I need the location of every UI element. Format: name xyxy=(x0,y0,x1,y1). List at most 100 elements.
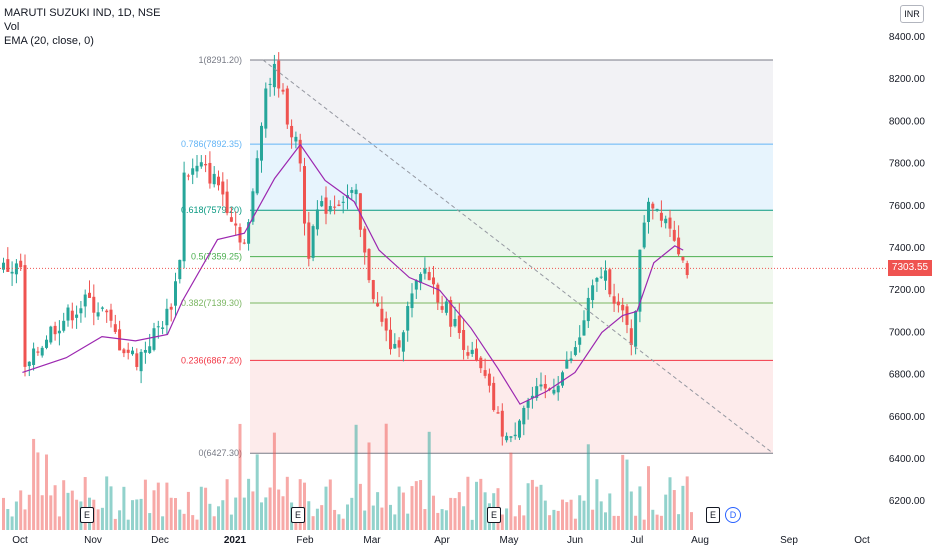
volume-bar xyxy=(453,498,457,530)
volume-bar xyxy=(457,492,461,530)
candle-body xyxy=(113,324,117,332)
candle-body xyxy=(247,222,251,244)
candle-body xyxy=(178,259,182,280)
volume-bar xyxy=(45,454,48,530)
volume-bar xyxy=(363,510,367,530)
volume-bar xyxy=(234,497,238,530)
y-tick-label: 6800.00 xyxy=(889,370,926,381)
ema-legend[interactable]: EMA (20, close, 0) xyxy=(4,35,94,47)
fibonacci-retracement[interactable]: 1(8291.20) 0.786(7892.35) 0.618(7579.20) 0.… xyxy=(181,55,773,458)
candle-body xyxy=(530,395,534,399)
candle-body xyxy=(573,347,577,355)
trend-line xyxy=(262,59,774,454)
volume-bar xyxy=(616,515,620,530)
symbol-title[interactable]: MARUTI SUZUKI IND, 1D, NSE xyxy=(4,7,161,19)
volume-bar xyxy=(513,516,517,530)
candle-body xyxy=(285,88,289,125)
volume-bar xyxy=(664,494,668,530)
candle-body xyxy=(518,420,521,438)
candle-body xyxy=(543,383,547,389)
volume-bar xyxy=(371,505,375,530)
candle-body xyxy=(634,311,638,347)
volume-bar xyxy=(612,515,616,530)
candle-body xyxy=(53,325,57,335)
volume-bar xyxy=(470,519,474,530)
candle-body xyxy=(303,166,306,224)
candle-body xyxy=(70,310,74,321)
candle-body xyxy=(492,382,496,411)
volume-bar xyxy=(565,502,569,530)
y-tick-label: 7400.00 xyxy=(889,243,926,254)
y-tick-label: 6200.00 xyxy=(889,496,926,507)
volume-bar xyxy=(440,509,444,530)
candle-body xyxy=(444,301,448,313)
candle-body xyxy=(647,201,650,222)
x-tick-label: Feb xyxy=(296,535,314,546)
volume-legend[interactable]: Vol xyxy=(4,21,20,33)
candle-body xyxy=(358,193,362,230)
candle-body xyxy=(135,353,139,367)
volume-bar xyxy=(105,476,109,530)
volume-bar xyxy=(401,492,405,530)
fib-level-label: 0.618(7579.20) xyxy=(181,205,242,215)
candle-body xyxy=(298,139,302,164)
candle-body xyxy=(92,296,96,313)
axes[interactable]: 6200.00 6400.00 6600.00 6800.00 7000.00 7200.… xyxy=(12,32,925,546)
volume-bar xyxy=(217,506,220,530)
dividend-icon[interactable]: D xyxy=(725,507,741,523)
volume-bar xyxy=(681,485,685,530)
candle-body xyxy=(57,330,61,334)
earnings-icon[interactable]: E xyxy=(487,507,501,523)
volume-bar xyxy=(126,519,130,530)
volume-bar xyxy=(320,505,324,530)
volume-bar xyxy=(208,503,212,530)
earnings-icon[interactable]: E xyxy=(291,507,305,523)
volume-bar xyxy=(569,499,573,530)
candle-body xyxy=(449,299,453,327)
currency-button[interactable]: INR xyxy=(900,5,924,23)
candle-body xyxy=(621,304,625,311)
volume-bar xyxy=(629,491,633,530)
volume-bar xyxy=(358,483,362,530)
candle-body xyxy=(260,125,263,161)
candle-body xyxy=(384,318,388,331)
candle-body xyxy=(62,320,66,331)
candle-body xyxy=(427,272,431,281)
volume-bar xyxy=(191,515,195,530)
candle-body xyxy=(208,162,212,184)
candle-body xyxy=(328,206,332,212)
candle-body xyxy=(169,306,173,310)
volume-bar xyxy=(62,480,66,530)
earnings-icon[interactable]: E xyxy=(706,507,720,523)
volume-bar xyxy=(642,519,646,530)
candle-body xyxy=(341,201,345,203)
volume-bar xyxy=(668,477,672,530)
y-tick-label: 7200.00 xyxy=(889,285,926,296)
volume-bar xyxy=(432,495,435,530)
earnings-icon[interactable]: E xyxy=(80,507,94,523)
volume-bar xyxy=(548,515,552,530)
candle-body xyxy=(186,175,190,177)
candle-body xyxy=(672,229,676,241)
y-tick-label: 8200.00 xyxy=(889,74,926,85)
candle-body xyxy=(376,303,380,307)
volume-bar xyxy=(255,454,259,530)
volume-bar xyxy=(148,513,152,530)
ema-line xyxy=(22,143,684,405)
candle-body xyxy=(487,373,491,386)
candle-body xyxy=(470,349,474,354)
x-tick-label: Dec xyxy=(151,535,169,546)
candle-body xyxy=(174,281,177,306)
candle-body xyxy=(586,297,590,322)
candle-body xyxy=(668,217,672,229)
candle-body xyxy=(191,168,195,175)
candle-body xyxy=(45,339,48,348)
volume-bar xyxy=(608,493,612,530)
candle-body xyxy=(401,332,405,352)
volume-bar xyxy=(195,519,199,530)
candle-body xyxy=(337,204,341,207)
candle-body xyxy=(40,347,44,356)
volume-bar xyxy=(384,423,388,530)
candle-body xyxy=(410,293,414,309)
